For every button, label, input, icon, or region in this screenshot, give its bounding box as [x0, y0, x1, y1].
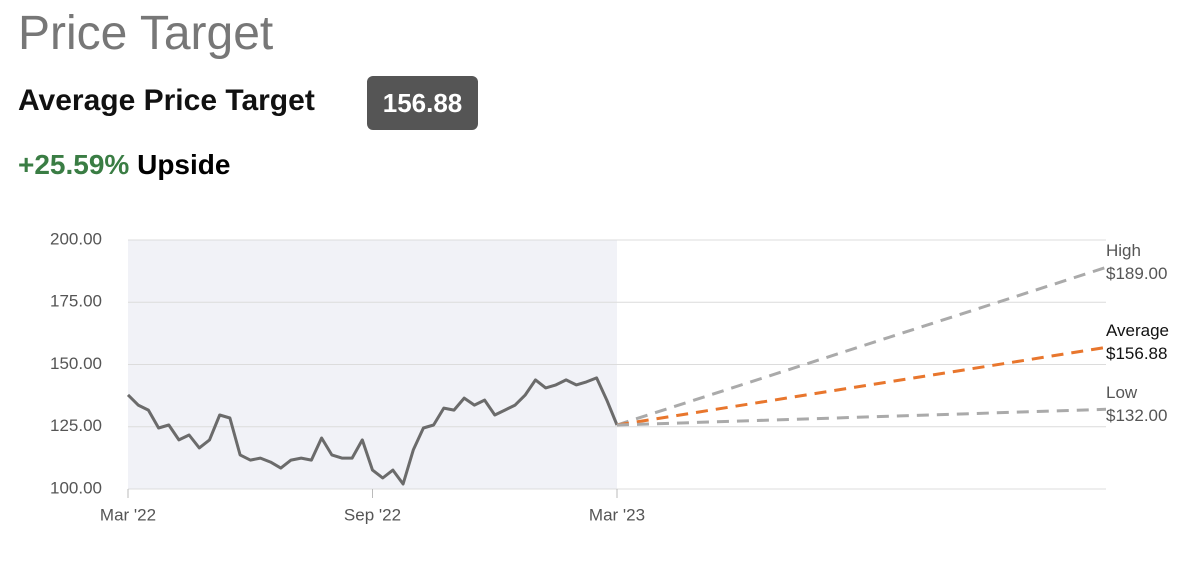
target-line — [616, 265, 1107, 427]
title: Price Target — [18, 7, 274, 60]
y-tick-label: 100.00 — [50, 478, 102, 497]
x-tick-label: Mar '22 — [100, 505, 156, 524]
upside-word: Upside — [137, 149, 231, 180]
y-tick-label: 125.00 — [50, 416, 102, 435]
price-line — [126, 376, 619, 486]
target-value: $132.00 — [1106, 406, 1167, 425]
upside-percent: +25.59% — [18, 149, 130, 180]
average-badge: 156.88 — [367, 76, 478, 130]
y-tick-label: 175.00 — [50, 292, 102, 311]
y-tick-label: 200.00 — [50, 229, 102, 248]
x-tick-label: Mar '23 — [589, 505, 645, 524]
target-value: $156.88 — [1106, 344, 1167, 363]
y-tick-label: 150.00 — [50, 354, 102, 373]
target-name: High — [1106, 241, 1141, 260]
target-name: Low — [1106, 383, 1138, 402]
target-value: $189.00 — [1106, 264, 1167, 283]
target-line — [616, 345, 1107, 427]
target-line — [616, 407, 1107, 427]
average-label: Average Price Target — [18, 84, 315, 117]
target-name: Average — [1106, 321, 1169, 340]
upside: +25.59% Upside — [18, 149, 230, 181]
x-tick-label: Sep '22 — [344, 505, 401, 524]
